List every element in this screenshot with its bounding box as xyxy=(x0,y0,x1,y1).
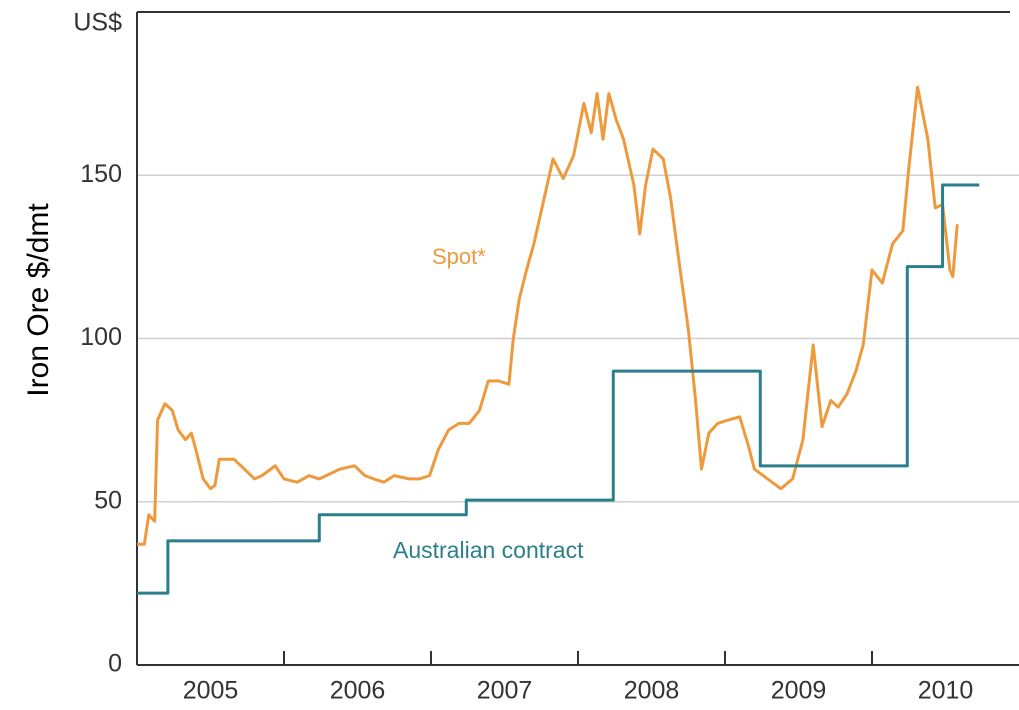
series-line xyxy=(137,85,959,546)
y-axis-title: Iron Ore $/dmt xyxy=(22,203,55,397)
x-tick-label: 2009 xyxy=(771,677,827,705)
x-tick-label: 2005 xyxy=(183,677,239,705)
y-unit: US$ xyxy=(73,9,122,37)
y-tick-label: 0 xyxy=(108,650,122,678)
y-tick-label: 150 xyxy=(80,160,122,188)
annotation: Spot* xyxy=(432,244,486,269)
x-tick-label: 2010 xyxy=(918,677,974,705)
series-line xyxy=(137,183,980,595)
x-tick-label: 2008 xyxy=(624,677,680,705)
annotation: Australian contract xyxy=(393,537,584,563)
y-tick-label: 50 xyxy=(94,486,122,514)
x-tick-label: 2007 xyxy=(477,677,533,705)
x-tick-label: 2006 xyxy=(330,677,386,705)
y-tick-label: 100 xyxy=(80,323,122,351)
